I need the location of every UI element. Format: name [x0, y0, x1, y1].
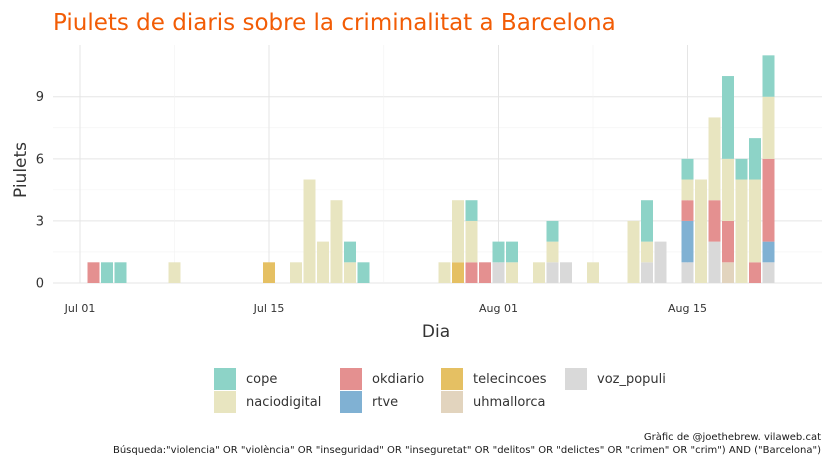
x-axis-label: Dia [422, 322, 450, 342]
legend-item-rtve: rtve [340, 391, 398, 413]
bar-okdiario [479, 262, 491, 283]
legend-swatch [441, 368, 463, 390]
bar-naciodigital [330, 200, 343, 283]
legend-label: uhmallorca [473, 394, 546, 410]
bar-cope [546, 220, 559, 242]
y-axis-label: Piulets [11, 142, 31, 198]
legend-item-telecincoes: telecincoes [441, 368, 547, 390]
legend-swatch [441, 391, 463, 413]
bar-naciodigital [708, 117, 721, 201]
bar-naciodigital [722, 158, 734, 221]
bar-naciodigital [762, 96, 775, 159]
legend-label: telecincoes [473, 371, 547, 387]
bars [87, 55, 775, 283]
bar-voz-populi [560, 262, 572, 283]
legend-swatch [340, 368, 362, 390]
x-tick-label: Aug 01 [479, 302, 518, 315]
bar-okdiario [762, 158, 775, 242]
bar-naciodigital [695, 179, 707, 283]
bar-cope [722, 76, 734, 159]
bar-naciodigital [452, 200, 464, 263]
bar-cope [681, 158, 694, 180]
legend-swatch [214, 368, 236, 390]
bar-cope [357, 262, 370, 283]
bar-okdiario [749, 262, 761, 283]
bar-naciodigital [587, 262, 599, 283]
bar-telecincoes [452, 262, 464, 283]
bar-rtve [681, 220, 694, 263]
bar-naciodigital [627, 220, 640, 283]
legend: cope naciodigital okdiario rtve telecinc… [214, 368, 684, 414]
caption-query: Búsqueda:"violencia" OR "violència" OR "… [112, 445, 821, 456]
bar-naciodigital [465, 220, 478, 263]
bar-naciodigital [344, 262, 356, 283]
bar-naciodigital [749, 179, 761, 263]
bar-cope [641, 200, 653, 242]
legend-label: okdiario [372, 371, 425, 387]
y-tick-label: 6 [36, 152, 44, 167]
y-axis-ticks: 0 3 6 9 [36, 90, 44, 291]
bar-okdiario [722, 220, 734, 263]
bar-voz-populi [762, 262, 775, 283]
legend-swatch [565, 368, 587, 390]
bar-voz-populi [546, 262, 559, 283]
legend-item-okdiario: okdiario [340, 368, 424, 390]
y-tick-label: 9 [36, 90, 44, 105]
bar-cope [114, 262, 127, 283]
bar-naciodigital [681, 179, 694, 201]
legend-label: voz_populi [597, 371, 666, 387]
bar-naciodigital [168, 262, 181, 283]
bar-naciodigital [438, 262, 451, 283]
legend-item-naciodigital: naciodigital [214, 391, 321, 413]
bar-naciodigital [303, 179, 316, 283]
bar-voz-populi [492, 262, 505, 283]
chart-title: Piulets de diaris sobre la criminalitat … [53, 10, 616, 36]
grid [53, 45, 822, 284]
y-tick-label: 3 [36, 214, 44, 229]
bar-cope [465, 200, 478, 221]
bar-cope [101, 262, 113, 283]
x-axis-ticks: Jul 01 Jul 15 Aug 01 Aug 15 [64, 302, 707, 315]
bar-naciodigital [735, 179, 748, 283]
y-tick-label: 0 [36, 277, 44, 292]
legend-swatch [214, 391, 236, 413]
bar-naciodigital [317, 241, 329, 283]
bar-naciodigital [506, 262, 518, 283]
bar-telecincoes [263, 262, 275, 283]
legend-swatch [340, 391, 362, 413]
bar-cope [344, 241, 356, 263]
legend-item-voz-populi: voz_populi [565, 368, 666, 390]
bar-okdiario [708, 200, 721, 242]
bar-cope [492, 241, 505, 263]
bar-naciodigital [533, 262, 545, 283]
legend-item-uhmallorca: uhmallorca [441, 391, 545, 413]
x-tick-label: Jul 01 [64, 302, 96, 315]
bar-naciodigital [290, 262, 302, 283]
bar-naciodigital [641, 241, 653, 263]
bar-okdiario [87, 262, 100, 283]
legend-item-cope: cope [214, 368, 277, 390]
bar-voz-populi [654, 241, 667, 283]
x-tick-label: Aug 15 [668, 302, 707, 315]
bar-okdiario [465, 262, 478, 283]
legend-label: rtve [372, 394, 399, 410]
chart: Piulets de diaris sobre la criminalitat … [11, 10, 822, 342]
legend-label: naciodigital [246, 394, 322, 410]
bar-uhmallorca [722, 262, 734, 283]
bar-cope [735, 158, 748, 180]
bar-cope [749, 138, 761, 180]
bar-naciodigital [546, 241, 559, 263]
legend-label: cope [246, 371, 278, 387]
bar-cope [506, 241, 518, 263]
bar-okdiario [681, 200, 694, 221]
bar-voz-populi [641, 262, 653, 283]
bar-cope [762, 55, 775, 97]
x-tick-label: Jul 15 [253, 302, 285, 315]
bar-voz-populi [681, 262, 694, 283]
caption-credit: Gràfic de @joethebrew. vilaweb.cat [643, 432, 821, 443]
bar-voz-populi [708, 241, 721, 283]
bar-rtve [762, 241, 775, 263]
